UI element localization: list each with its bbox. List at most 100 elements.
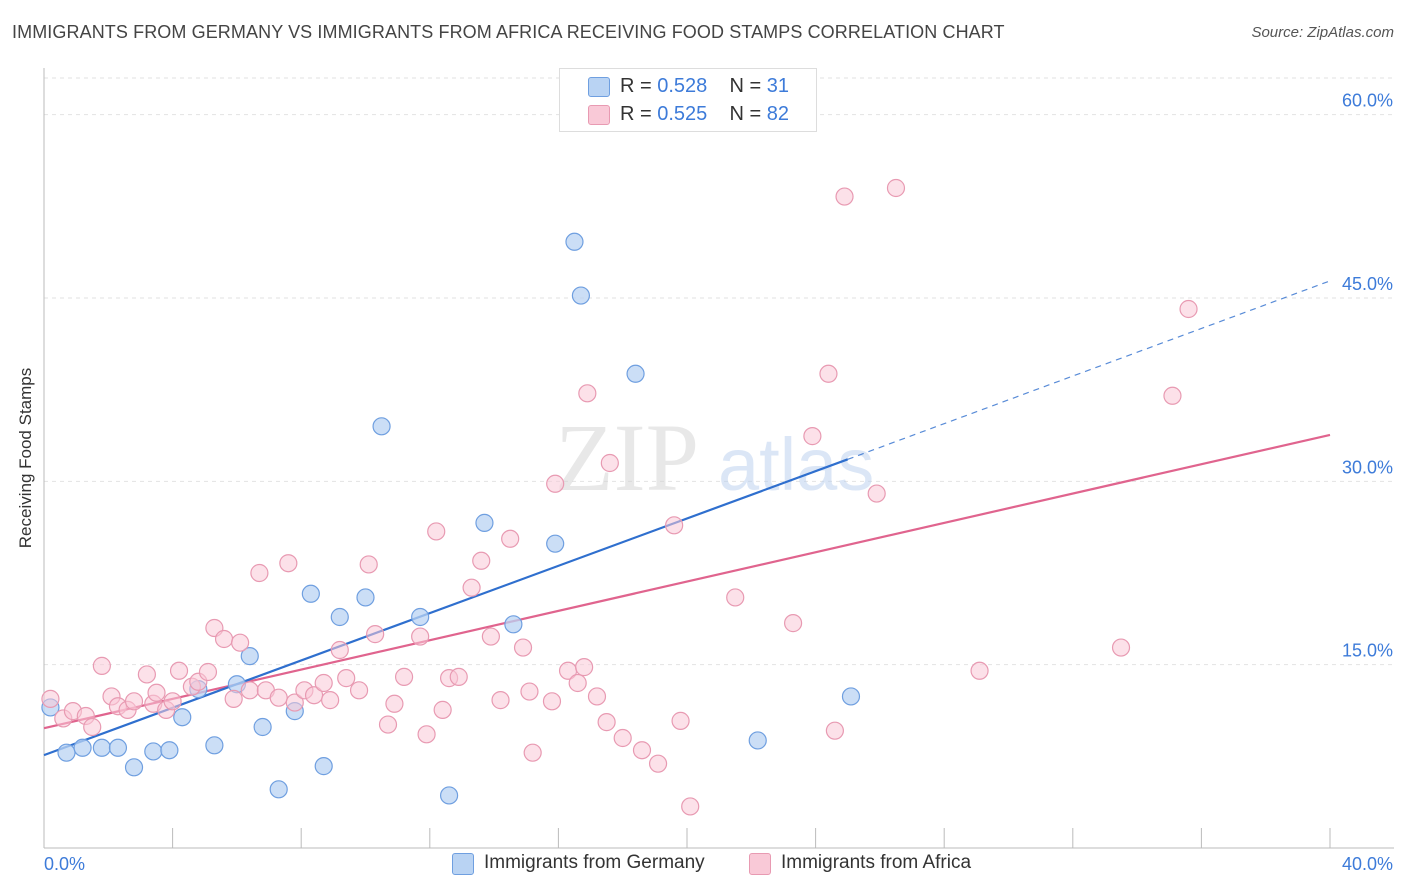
germany-point bbox=[73, 738, 92, 757]
germany-point bbox=[841, 687, 861, 706]
germany-point bbox=[240, 647, 259, 666]
n-label: N = bbox=[729, 75, 762, 97]
africa-swatch bbox=[588, 105, 610, 125]
germany-point bbox=[314, 757, 333, 776]
germany-point bbox=[301, 584, 320, 603]
africa-point bbox=[726, 588, 745, 607]
africa-point bbox=[378, 715, 398, 734]
africa-point bbox=[224, 689, 243, 708]
points-germany bbox=[41, 232, 861, 805]
germany-point bbox=[571, 286, 591, 305]
africa-point bbox=[568, 673, 587, 693]
bottom-legend-africa-label: Immigrants from Africa bbox=[781, 852, 972, 873]
watermark: ZIP atlas bbox=[555, 404, 874, 511]
africa-point bbox=[285, 693, 304, 712]
germany-point bbox=[626, 364, 645, 383]
africa-point bbox=[520, 682, 539, 701]
africa-point bbox=[665, 516, 684, 535]
africa-point bbox=[83, 717, 102, 737]
germany-point bbox=[411, 607, 430, 627]
points-africa bbox=[41, 178, 1198, 816]
africa-swatch bbox=[749, 853, 771, 875]
africa-point bbox=[472, 551, 491, 570]
africa-point bbox=[417, 725, 436, 744]
africa-point bbox=[124, 692, 144, 711]
n-value-germany: 31 bbox=[766, 75, 790, 97]
x-tick-label-min: 0.0% bbox=[44, 854, 85, 874]
tick-labels: 15.0% 30.0% 45.0% 60.0% 0.0% 40.0% bbox=[44, 91, 1393, 874]
germany-point bbox=[475, 513, 494, 532]
germany-point bbox=[269, 780, 288, 799]
africa-point bbox=[314, 673, 333, 693]
africa-point bbox=[481, 627, 500, 646]
germany-point bbox=[205, 736, 224, 755]
germany-point bbox=[565, 232, 584, 251]
africa-point bbox=[819, 364, 838, 383]
africa-point bbox=[359, 555, 378, 574]
africa-point bbox=[411, 627, 430, 646]
germany-swatch bbox=[452, 853, 474, 875]
chart-title: IMMIGRANTS FROM GERMANY VS IMMIGRANTS FR… bbox=[12, 22, 1005, 42]
africa-point bbox=[648, 754, 668, 773]
germany-point bbox=[748, 731, 767, 750]
africa-point bbox=[867, 484, 886, 503]
germany-trend-extension bbox=[847, 280, 1331, 460]
bottom-legend-germany-label: Immigrants from Germany bbox=[484, 852, 705, 873]
africa-point bbox=[587, 687, 607, 706]
africa-point bbox=[1179, 299, 1198, 319]
africa-point bbox=[349, 681, 369, 700]
africa-point bbox=[163, 692, 182, 711]
chart-source: Source: ZipAtlas.com bbox=[1251, 24, 1394, 41]
germany-point bbox=[144, 742, 163, 761]
africa-point bbox=[269, 688, 288, 707]
africa-point bbox=[250, 563, 269, 583]
germany-point bbox=[372, 417, 391, 436]
africa-trend-line bbox=[43, 433, 1331, 730]
n-value-africa: 82 bbox=[766, 103, 790, 125]
axes bbox=[43, 68, 1394, 849]
germany-point bbox=[124, 758, 144, 777]
africa-point bbox=[681, 797, 700, 816]
r-label: R = bbox=[620, 75, 652, 97]
y-tick-label: 45.0% bbox=[1342, 274, 1393, 294]
africa-point bbox=[198, 662, 218, 682]
africa-point bbox=[394, 667, 414, 686]
germany-point bbox=[330, 607, 349, 627]
germany-swatch bbox=[588, 77, 610, 97]
n-label: N = bbox=[729, 103, 762, 125]
africa-point bbox=[279, 554, 298, 573]
africa-point bbox=[671, 711, 690, 730]
africa-point bbox=[462, 578, 481, 597]
africa-point bbox=[886, 178, 906, 198]
x-tick-label-max: 40.0% bbox=[1342, 854, 1393, 874]
africa-point bbox=[491, 691, 510, 710]
r-label: R = bbox=[620, 103, 652, 125]
africa-point bbox=[1111, 638, 1131, 657]
africa-point bbox=[970, 661, 989, 680]
africa-point bbox=[546, 474, 565, 493]
africa-point bbox=[240, 681, 259, 700]
africa-point bbox=[632, 741, 652, 760]
africa-point bbox=[783, 614, 803, 633]
y-tick-label: 15.0% bbox=[1342, 641, 1393, 661]
watermark-zip: ZIP bbox=[555, 404, 699, 511]
africa-point bbox=[575, 658, 594, 677]
germany-point bbox=[504, 615, 523, 634]
africa-point bbox=[835, 187, 854, 206]
africa-point bbox=[600, 453, 619, 473]
y-axis-label: Receiving Food Stamps bbox=[16, 367, 35, 549]
africa-point bbox=[231, 633, 250, 652]
africa-point bbox=[147, 683, 166, 702]
africa-point bbox=[137, 665, 156, 684]
germany-point bbox=[356, 588, 375, 607]
africa-point bbox=[513, 638, 533, 657]
y-tick-label: 30.0% bbox=[1342, 457, 1393, 477]
africa-point bbox=[613, 728, 632, 748]
africa-point bbox=[597, 713, 616, 732]
africa-point bbox=[321, 691, 340, 710]
africa-point bbox=[385, 694, 404, 713]
africa-point bbox=[825, 721, 844, 740]
germany-point bbox=[92, 738, 111, 757]
germany-point bbox=[546, 534, 565, 553]
